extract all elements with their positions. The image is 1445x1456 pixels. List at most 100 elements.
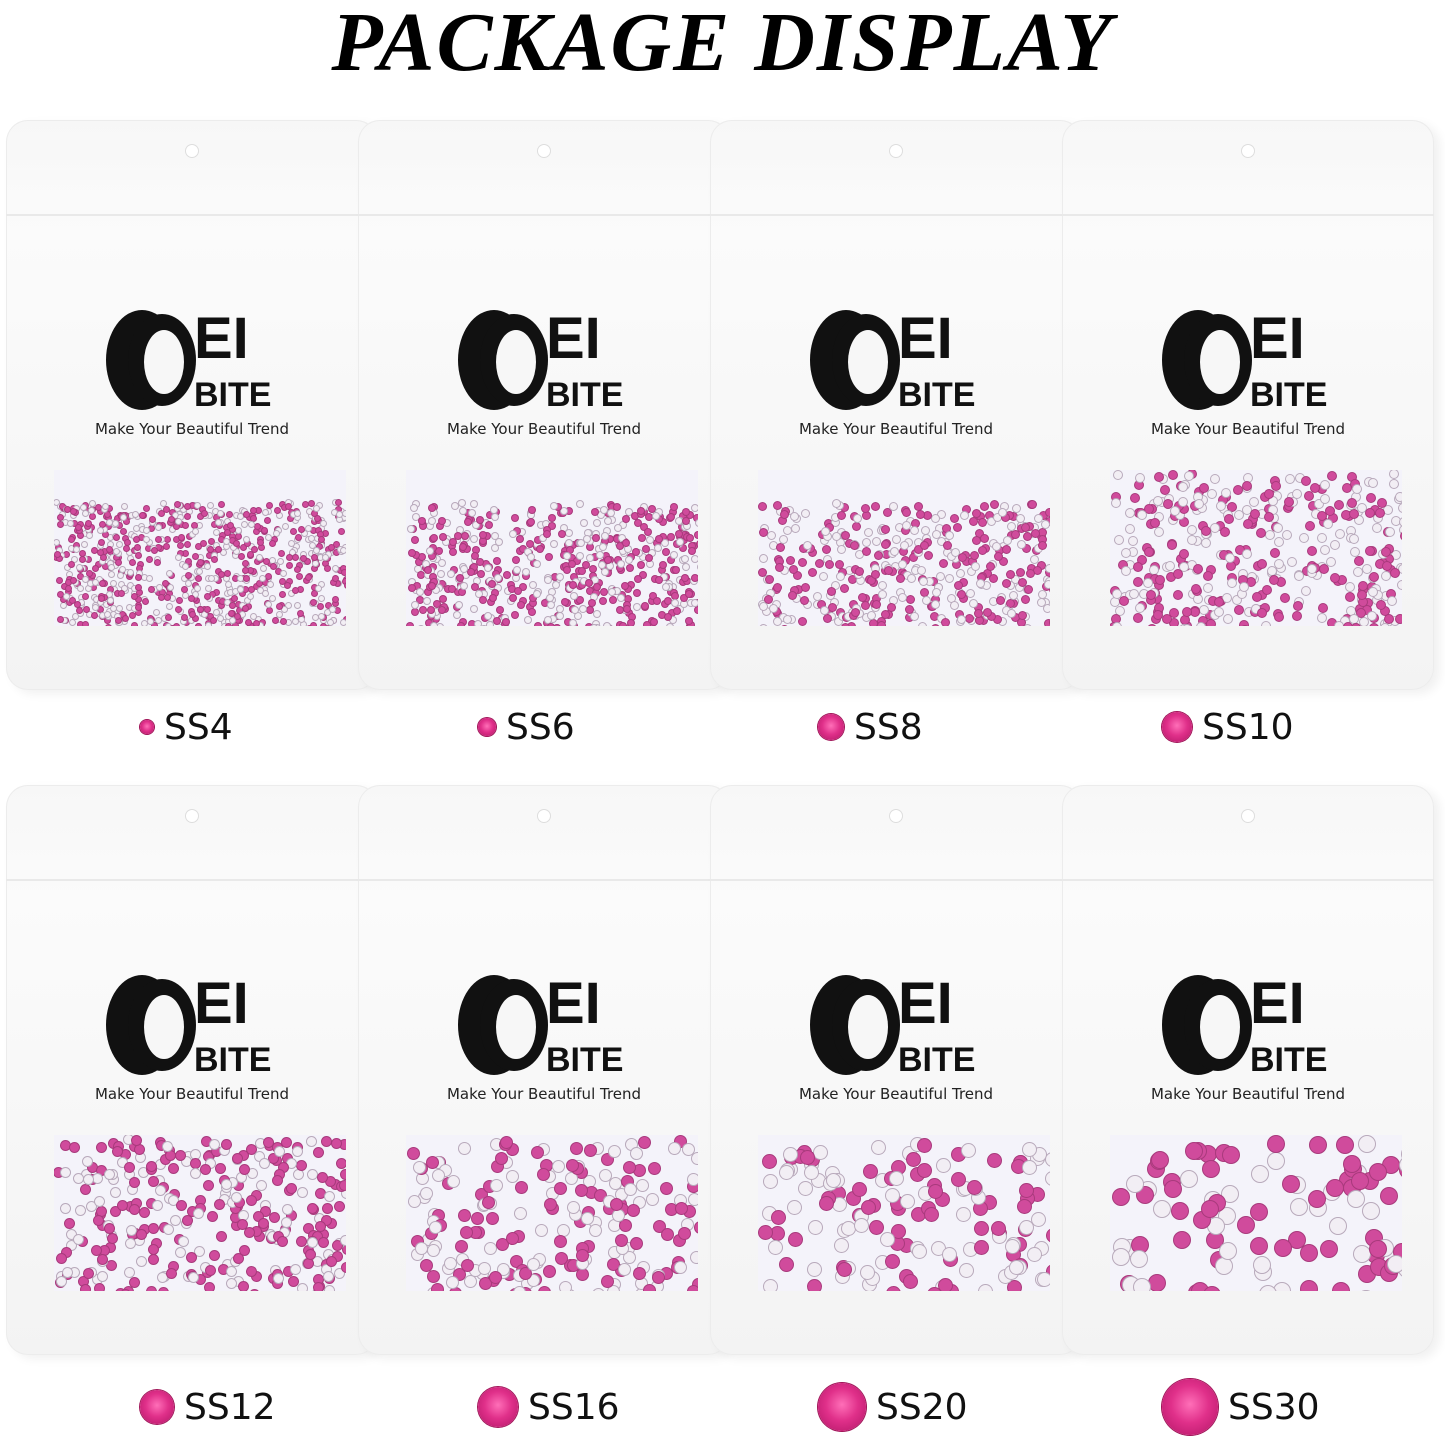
rhinestone bbox=[565, 1172, 577, 1184]
rhinestone bbox=[71, 557, 77, 563]
rhinestone bbox=[86, 612, 92, 618]
rhinestone bbox=[60, 503, 66, 509]
rhinestone bbox=[616, 606, 623, 613]
rhinestone bbox=[1251, 1204, 1268, 1221]
rhinestone bbox=[619, 548, 626, 555]
rhinestone bbox=[665, 584, 672, 591]
rhinestone bbox=[139, 527, 145, 533]
rhinestone bbox=[1308, 564, 1317, 573]
svg-text:EI: EI bbox=[1250, 306, 1305, 371]
rhinestone bbox=[325, 1192, 335, 1202]
rhinestone bbox=[469, 510, 476, 517]
rhinestone bbox=[563, 562, 570, 569]
rhinestone bbox=[305, 558, 311, 564]
rhinestone bbox=[235, 527, 241, 533]
rhinestone bbox=[944, 541, 952, 549]
rhinestone bbox=[550, 615, 556, 622]
rhinestone bbox=[951, 602, 959, 610]
rhinestone bbox=[959, 553, 967, 561]
rhinestone bbox=[820, 606, 828, 614]
rhinestone bbox=[148, 526, 154, 532]
rhinestone bbox=[818, 600, 826, 608]
rhinestone bbox=[557, 613, 564, 620]
rhinestone bbox=[1153, 611, 1162, 620]
rhinestone bbox=[1302, 567, 1311, 576]
rhinestone bbox=[74, 601, 80, 607]
rhinestone bbox=[146, 546, 152, 552]
rhinestone bbox=[1282, 530, 1291, 539]
rhinestone bbox=[212, 553, 218, 559]
rhinestone bbox=[566, 539, 573, 546]
rhinestone-window bbox=[406, 470, 698, 626]
rhinestone bbox=[1175, 501, 1184, 510]
rhinestone bbox=[470, 1264, 482, 1276]
rhinestone bbox=[497, 1264, 509, 1276]
rhinestone bbox=[630, 1148, 642, 1160]
rhinestone bbox=[625, 1138, 637, 1150]
rhinestone bbox=[984, 608, 992, 616]
rhinestone bbox=[100, 1245, 110, 1255]
rhinestone bbox=[956, 1207, 970, 1221]
rhinestone bbox=[155, 557, 160, 563]
rhinestone bbox=[247, 552, 253, 558]
rhinestone bbox=[672, 599, 679, 606]
rhinestone bbox=[283, 1154, 293, 1164]
rhinestone bbox=[767, 532, 775, 540]
rhinestone bbox=[427, 1215, 439, 1227]
rhinestone bbox=[63, 594, 69, 600]
rhinestone bbox=[625, 1184, 637, 1196]
rhinestone bbox=[238, 1220, 248, 1230]
rhinestone bbox=[453, 1268, 465, 1280]
rhinestone bbox=[136, 565, 142, 571]
rhinestone bbox=[575, 567, 582, 574]
rhinestone bbox=[1352, 484, 1361, 493]
rhinestone bbox=[760, 524, 768, 532]
rhinestone bbox=[1003, 606, 1011, 614]
rhinestone bbox=[872, 503, 880, 511]
rhinestone bbox=[60, 512, 65, 518]
rhinestone bbox=[638, 1262, 650, 1274]
rhinestone bbox=[239, 611, 245, 617]
rhinestone bbox=[540, 1159, 552, 1171]
size-label-text: SS4 bbox=[164, 706, 233, 748]
rhinestone bbox=[115, 1288, 125, 1291]
rhinestone bbox=[1281, 594, 1290, 603]
rhinestone bbox=[240, 590, 245, 596]
rhinestone bbox=[333, 550, 339, 556]
rhinestone bbox=[105, 1223, 115, 1233]
rhinestone bbox=[193, 529, 199, 535]
rhinestone bbox=[106, 524, 112, 530]
rhinestone bbox=[450, 567, 457, 574]
rhinestone bbox=[170, 1215, 180, 1225]
rhinestone bbox=[478, 1263, 490, 1275]
rhinestone bbox=[960, 579, 968, 587]
rhinestone bbox=[97, 1271, 107, 1281]
size-label: SS30 bbox=[1162, 1379, 1320, 1435]
rhinestone bbox=[1372, 595, 1381, 604]
rhinestone bbox=[609, 1146, 621, 1158]
rhinestone bbox=[833, 1198, 847, 1212]
rhinestone bbox=[243, 536, 249, 542]
rhinestone bbox=[91, 1246, 101, 1256]
rhinestone bbox=[597, 551, 604, 558]
rhinestone bbox=[667, 514, 674, 521]
rhinestone bbox=[891, 1160, 905, 1174]
rhinestone bbox=[1121, 592, 1130, 601]
rhinestone bbox=[511, 515, 518, 522]
rhinestone bbox=[1237, 1217, 1254, 1234]
rhinestone bbox=[75, 1205, 85, 1215]
rhinestone bbox=[282, 1138, 292, 1148]
rhinestone bbox=[620, 522, 627, 529]
rhinestone bbox=[623, 1161, 635, 1173]
rhinestone bbox=[983, 569, 991, 577]
rhinestone bbox=[1335, 622, 1344, 626]
rhinestone bbox=[267, 502, 272, 508]
rhinestone bbox=[339, 1180, 346, 1190]
rhinestone bbox=[293, 619, 299, 625]
rhinestone bbox=[945, 575, 953, 582]
rhinestone bbox=[458, 1142, 470, 1154]
rhinestone bbox=[263, 579, 269, 585]
rhinestone bbox=[429, 582, 436, 589]
rhinestone bbox=[315, 1214, 325, 1224]
rhinestone bbox=[689, 543, 696, 550]
